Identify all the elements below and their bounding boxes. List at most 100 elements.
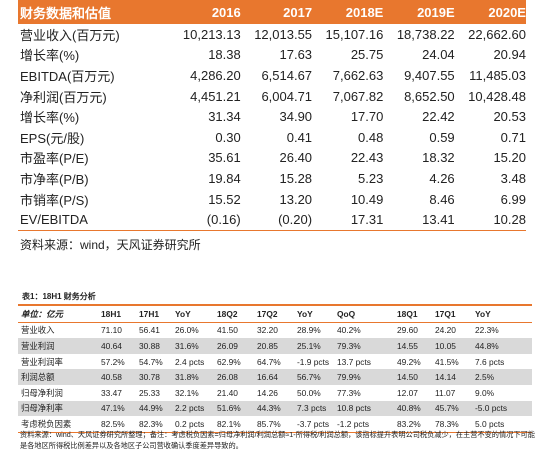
table-cell: 82.1% [217,418,241,429]
table-cell: 32.1% [175,387,199,398]
table-cell: 40.64 [101,340,122,351]
table-cell: 44.9% [139,403,163,414]
row-label: EPS(元/股) [20,130,85,146]
table-cell: 40.8% [397,403,421,414]
valuation-table: 财务数据和估值 2016 2017 2018E 2019E 2020E 营业收入… [18,0,526,231]
table-cell: 15.28 [279,170,313,186]
table-caption: 表1：18H1 财务分析 [22,292,96,301]
header-cell: 2020E [488,4,526,20]
table-cell: 14.26 [257,387,278,398]
table-cell: 19.84 [208,170,241,186]
table-row: EV/EBITDA (0.16) (0.20) 17.31 13.41 10.28 [18,209,526,230]
table-cell: 22,662.60 [468,26,526,42]
table-divider [18,229,526,231]
table-cell: 51.6% [217,403,241,414]
table-row: 利润总额 40.58 30.78 31.8% 26.08 16.64 56.7% 79.9% 1… [18,369,532,385]
row-label: 考虑税负因素 [21,418,72,429]
row-label: EBITDA(百万元) [20,68,115,84]
header-cell: YoY [297,308,313,319]
table-cell: 10.28 [493,212,526,228]
table-cell: 0.30 [215,129,241,145]
table-cell: 26.40 [279,150,313,166]
table-cell: 4.26 [429,170,455,186]
table-cell: 77.3% [337,387,361,398]
table-cell: 0.48 [358,129,384,145]
header-cell: YoY [175,308,191,319]
row-label: 市净率(P/B) [20,171,89,187]
table-cell: 13.7 pcts [337,356,371,367]
table-cell: 30.88 [139,340,160,351]
table-cell: 33.47 [101,387,122,398]
header-cell: 18Q1 [397,308,418,319]
table-cell: 7,662.63 [332,67,384,83]
table-cell: 20.85 [257,340,278,351]
table-cell: 12,013.55 [254,26,313,42]
table-cell: 13.41 [422,212,455,228]
table-cell: 17.70 [350,109,384,125]
table-cell: 79.9% [337,372,361,383]
table-cell: 18,738.22 [396,26,455,42]
row-label: 营业收入(百万元) [20,27,120,43]
table-cell: 6,514.67 [261,67,313,83]
table-row: 考虑税负因素 82.5% 82.3% 0.2 pcts 82.1% 85.7% -3.7 p… [18,416,532,433]
table-cell: 26.09 [217,340,238,351]
table-cell: 22.42 [422,109,455,125]
table-cell: 17.63 [279,47,313,63]
header-cell: 2018E [345,4,384,20]
table-cell: 25.75 [350,47,384,63]
row-label: 营业利润 [21,340,55,351]
table-cell: 15.52 [208,191,241,207]
table-cell: 14.50 [397,372,418,383]
table-cell: 13.20 [279,191,313,207]
table-cell: 11,485.03 [469,67,526,83]
header-cell: 2017 [283,4,313,20]
table-cell: 31.6% [175,340,199,351]
table-cell: 26.0% [175,325,199,336]
financial-analysis-header: 单位：亿元 18H1 17H1 YoY 18Q2 17Q2 YoY QoQ 18… [18,304,532,323]
row-label: 净利润(百万元) [20,89,107,105]
table-cell: 28.9% [297,325,321,336]
table-cell: 34.90 [279,109,313,125]
table-cell: -3.7 pcts [297,418,330,429]
table-cell: 22.3% [475,325,499,336]
table-cell: 7,067.82 [332,88,384,104]
table-cell: 2.2 pcts [175,403,205,414]
table-cell: 82.3% [139,418,163,429]
table-cell: 10.8 pcts [337,403,371,414]
table-cell: 0.2 pcts [175,418,205,429]
table-cell: 15.20 [493,150,526,166]
table-cell: (0.20) [278,212,313,228]
table-cell: -1.2 pcts [337,418,370,429]
table-cell: 40.2% [337,325,361,336]
table-cell: 64.7% [257,356,281,367]
table-cell: 11.07 [435,387,456,398]
table-cell: 41.50 [217,325,238,336]
table-cell: 62.9% [217,356,241,367]
header-cell: 2016 [211,4,241,20]
header-cell: QoQ [337,308,356,319]
table-row: EBITDA(百万元) 4,286.20 6,514.67 7,662.63 9,407… [18,65,526,86]
table-cell: 6,004.71 [261,88,313,104]
row-label: 增长率(%) [20,48,80,64]
table-row: 归母净利润 33.47 25.33 32.1% 21.40 14.26 50.0% 77.3%… [18,385,532,401]
table-row: 营业收入 71.10 56.41 26.0% 41.50 32.20 28.9% 40.2% 2… [18,323,532,339]
header-cell: 17Q1 [435,308,456,319]
valuation-table-body: 营业收入(百万元) 10,213.13 12,013.55 15,107.16 18,7… [18,24,526,231]
table-cell: 20.53 [493,109,526,125]
header-cell: 18Q2 [217,308,238,319]
table-cell: 12.07 [397,387,418,398]
table-cell: 22.43 [350,150,384,166]
row-label: 归母净利率 [21,403,63,414]
table-note: 资料来源：wind、天风证券研究所整理；备注：考虑税负因素=归母净利润/利润总额… [20,430,535,450]
table-cell: 10.05 [435,340,456,351]
table-cell: 2.5% [475,372,495,383]
table-row: EPS(元/股) 0.30 0.41 0.48 0.59 0.71 [18,127,526,148]
table-cell: 25.33 [139,387,160,398]
table-row: 营业收入(百万元) 10,213.13 12,013.55 15,107.16 18,7… [18,24,526,45]
table-cell: 41.5% [435,356,459,367]
financial-analysis-body: 营业收入 71.10 56.41 26.0% 41.50 32.20 28.9% 40.2% 2… [18,323,532,433]
table-cell: 4,286.20 [190,67,241,83]
table-cell: 5.0 pcts [475,418,505,429]
table-cell: 49.2% [397,356,421,367]
table-cell: 0.59 [429,129,455,145]
